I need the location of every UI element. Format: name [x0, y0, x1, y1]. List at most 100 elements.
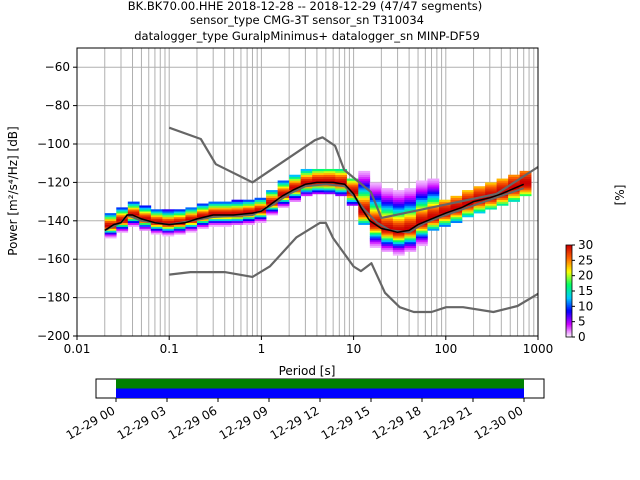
y-tick-label: −160 [37, 252, 70, 266]
ppsd-cell [381, 220, 394, 224]
ppsd-cell [473, 188, 486, 191]
ppsd-cell [346, 201, 359, 204]
ppsd-cell [462, 207, 474, 210]
ppsd-cell [139, 224, 152, 227]
ppsd-cell [450, 216, 463, 220]
ppsd-cell [277, 203, 290, 206]
ppsd-cell [266, 193, 278, 197]
ppsd-cell [220, 207, 232, 210]
ppsd-cell [220, 216, 232, 220]
ppsd-cell [173, 226, 186, 229]
ppsd-cell [415, 241, 428, 245]
ppsd-cell [185, 207, 198, 210]
colorbar-band [566, 323, 572, 326]
ppsd-cell [381, 209, 394, 212]
series-line-nlnm [169, 221, 539, 314]
colorbar-tick-label: 25 [578, 253, 593, 267]
ppsd-cell [473, 205, 486, 208]
ppsd-cell [496, 186, 509, 189]
y-axis: −200 −180 −160 −140 −120 −100 −80 −60 [37, 60, 77, 343]
ppsd-cell [266, 192, 278, 195]
ppsd-cell [404, 243, 417, 247]
ppsd-cell [323, 188, 336, 191]
colorbar-band [566, 255, 572, 258]
y-tick-label: −80 [45, 99, 70, 113]
x-axis-label: Period [s] [279, 364, 336, 378]
colorbar-label: [%] [613, 185, 627, 206]
ppsd-cell [289, 197, 301, 200]
title-line-2: sensor_type CMG-3T sensor_sn T310034 [190, 13, 424, 27]
ppsd-cell [335, 172, 348, 176]
availability-tick-label: 12-29 21 [421, 403, 475, 442]
ppsd-cell [369, 182, 382, 185]
ppsd-cell [369, 240, 382, 243]
ppsd-cell [392, 253, 405, 256]
ppsd-cell [415, 201, 428, 204]
ppsd-cell [173, 228, 186, 231]
ppsd-cell [473, 186, 486, 189]
ppsd-cell [392, 240, 405, 243]
ppsd-cell [508, 193, 520, 197]
ppsd-cell [150, 224, 163, 227]
colorbar-band [566, 297, 572, 300]
ppsd-cell [415, 190, 428, 193]
ppsd-cell [404, 188, 417, 191]
ppsd-cell [381, 203, 394, 206]
title-line-3: datalogger_type GuralpMinimus+ datalogge… [134, 29, 480, 43]
ppsd-cell [266, 209, 278, 212]
ppsd-cell [415, 192, 428, 195]
ppsd-cell [496, 195, 509, 199]
ppsd-cell [381, 245, 394, 248]
availability-tick-label: 12-29 06 [166, 403, 220, 442]
ppsd-cell [116, 230, 129, 233]
ppsd-cell [127, 201, 140, 204]
colorbar-band [566, 245, 572, 248]
ppsd-cell [231, 209, 244, 212]
ppsd-cell [473, 190, 486, 193]
ppsd-cell [381, 230, 394, 233]
ppsd-cell [519, 190, 532, 193]
ppsd-cell [127, 203, 140, 206]
ppsd-cell [116, 215, 129, 218]
ppsd-cell [427, 220, 440, 224]
ppsd-cell [381, 249, 394, 252]
colorbar-band [566, 295, 572, 298]
ppsd-cell [116, 224, 129, 227]
ppsd-cell [404, 193, 417, 197]
colorbar-band [566, 307, 572, 310]
ppsd-cell [116, 226, 129, 229]
ppsd-cell [358, 192, 371, 195]
colorbar-band [566, 249, 572, 252]
ppsd-cell [312, 174, 325, 177]
ppsd-cell [277, 197, 290, 200]
ppsd-cell [427, 203, 440, 206]
ppsd-cell [438, 209, 451, 212]
ppsd-cell [335, 190, 348, 193]
ppsd-cell [254, 216, 267, 220]
ppsd-cell [381, 190, 394, 193]
ppsd-cell [312, 186, 325, 189]
ppsd-cell [404, 224, 417, 227]
ppsd-cell [392, 245, 405, 248]
ppsd-cell [462, 209, 474, 212]
ppsd-cell [496, 197, 509, 200]
ppsd-cell [116, 222, 129, 225]
ppsd-cell [519, 180, 532, 183]
availability-tick-label: 12-29 15 [319, 403, 373, 442]
colorbar-band [566, 329, 572, 332]
ppsd-cell [485, 207, 497, 210]
ppsd-cell [358, 195, 371, 199]
ppsd-cell [358, 174, 371, 177]
ppsd-cell [254, 207, 267, 210]
ppsd-cell [150, 230, 163, 233]
ppsd-cell [300, 174, 313, 177]
x-tick-label: 1000 [523, 342, 554, 356]
ppsd-cell [150, 226, 163, 229]
ppsd-cell [496, 182, 509, 185]
colorbar-band [566, 319, 572, 322]
ppsd-cell [381, 232, 394, 235]
ppsd-cell [254, 201, 267, 204]
availability-tick-label: 12-29 12 [268, 403, 322, 442]
ppsd-cell [381, 213, 394, 216]
ppsd-cell [312, 180, 325, 183]
